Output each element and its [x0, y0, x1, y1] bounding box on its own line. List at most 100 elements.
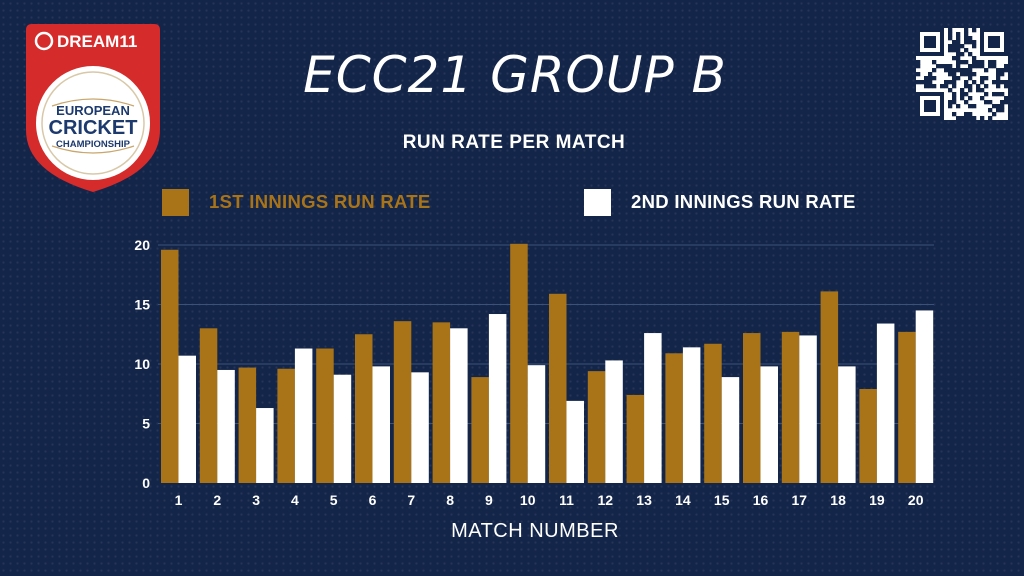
- bar-second-innings: [799, 335, 817, 483]
- qr-module: [924, 84, 929, 89]
- qr-module: [972, 72, 977, 77]
- qr-module: [928, 76, 933, 81]
- qr-module: [968, 52, 973, 57]
- bar-first-innings: [471, 377, 489, 483]
- qr-module: [1004, 68, 1008, 73]
- bar-first-innings: [898, 331, 916, 483]
- x-tick-label: 15: [714, 492, 730, 508]
- qr-module: [948, 88, 953, 93]
- page-title: ECC21 GROUP B: [303, 46, 727, 104]
- x-tick-label: 3: [252, 492, 260, 508]
- qr-module: [980, 64, 985, 69]
- qr-module: [956, 104, 961, 109]
- qr-module: [988, 116, 993, 120]
- bar-first-innings: [316, 348, 334, 483]
- qr-module: [960, 68, 965, 73]
- bar-first-innings: [355, 334, 373, 483]
- qr-module: [968, 112, 973, 117]
- qr-module: [992, 80, 997, 85]
- qr-module: [1000, 108, 1005, 113]
- qr-module: [964, 32, 969, 37]
- qr-module: [980, 76, 985, 81]
- bar-first-innings: [704, 343, 722, 483]
- bar-first-innings: [820, 291, 839, 483]
- qr-finder-eye: [988, 36, 1000, 48]
- qr-module: [920, 80, 925, 85]
- bar-first-innings: [510, 243, 528, 483]
- qr-module: [984, 92, 989, 97]
- bar-second-innings: [915, 310, 934, 483]
- qr-module: [916, 64, 921, 69]
- bar-second-innings: [178, 355, 196, 483]
- bar-first-innings: [393, 321, 412, 483]
- qr-module: [956, 60, 961, 65]
- qr-module: [972, 56, 977, 61]
- qr-module: [964, 68, 969, 73]
- bar-second-innings: [838, 366, 856, 483]
- qr-module: [968, 96, 973, 101]
- x-tick-label: 20: [908, 492, 924, 508]
- qr-module: [960, 96, 965, 101]
- legend-label-first-innings: 1ST INNINGS RUN RATE: [209, 191, 431, 212]
- qr-module: [976, 60, 981, 65]
- x-tick-label: 9: [485, 492, 493, 508]
- qr-module: [956, 36, 961, 41]
- qr-module: [960, 72, 965, 77]
- qr-module: [1004, 64, 1008, 69]
- qr-module: [980, 88, 985, 93]
- x-tick-label: 5: [330, 492, 338, 508]
- x-tick-label: 16: [753, 492, 769, 508]
- legend-swatch-first-innings: [162, 188, 189, 216]
- y-tick-label: 15: [134, 297, 150, 313]
- logo-line-cricket: CRICKET: [49, 117, 138, 139]
- qr-module: [968, 76, 973, 81]
- qr-module: [948, 100, 953, 105]
- qr-module: [928, 80, 933, 85]
- qr-module: [1004, 84, 1008, 89]
- qr-module: [948, 68, 953, 73]
- x-tick-label: 1: [175, 492, 183, 508]
- x-tick-label: 17: [792, 492, 808, 508]
- qr-module: [988, 100, 993, 105]
- qr-module: [996, 104, 1001, 109]
- qr-module: [916, 80, 921, 85]
- qr-module: [932, 76, 937, 81]
- x-tick-label: 11: [559, 492, 574, 508]
- qr-module: [944, 80, 949, 85]
- qr-module: [988, 64, 993, 69]
- qr-module: [984, 100, 989, 105]
- bar-second-innings: [217, 369, 235, 483]
- qr-module: [992, 64, 997, 69]
- qr-module: [980, 116, 985, 120]
- bar-second-innings: [721, 377, 740, 483]
- qr-module: [944, 84, 949, 89]
- qr-module: [924, 80, 929, 85]
- bar-second-innings: [372, 366, 390, 483]
- logo-line-european: EUROPEAN: [56, 103, 130, 118]
- qr-module: [960, 116, 965, 120]
- qr-module: [932, 68, 937, 73]
- qr-module: [992, 104, 997, 109]
- bar-first-innings: [665, 353, 683, 483]
- x-tick-label: 4: [291, 492, 299, 508]
- qr-module: [952, 68, 957, 73]
- logo-inner-circle: [36, 66, 150, 180]
- x-tick-label: 10: [520, 492, 536, 508]
- qr-module: [968, 116, 973, 120]
- qr-module: [992, 60, 997, 65]
- qr-module: [928, 72, 933, 77]
- qr-module: [948, 104, 953, 109]
- qr-module: [1000, 72, 1005, 77]
- qr-module: [1004, 96, 1008, 101]
- qr-module: [996, 76, 1001, 81]
- qr-module: [960, 88, 965, 93]
- qr-module: [1000, 92, 1005, 97]
- qr-module: [932, 84, 937, 89]
- qr-module: [964, 92, 969, 97]
- qr-module: [968, 84, 973, 89]
- qr-module: [948, 48, 953, 53]
- bar-second-innings: [760, 366, 778, 483]
- y-tick-label: 5: [142, 416, 150, 432]
- qr-module: [952, 100, 957, 105]
- qr-module: [992, 112, 997, 117]
